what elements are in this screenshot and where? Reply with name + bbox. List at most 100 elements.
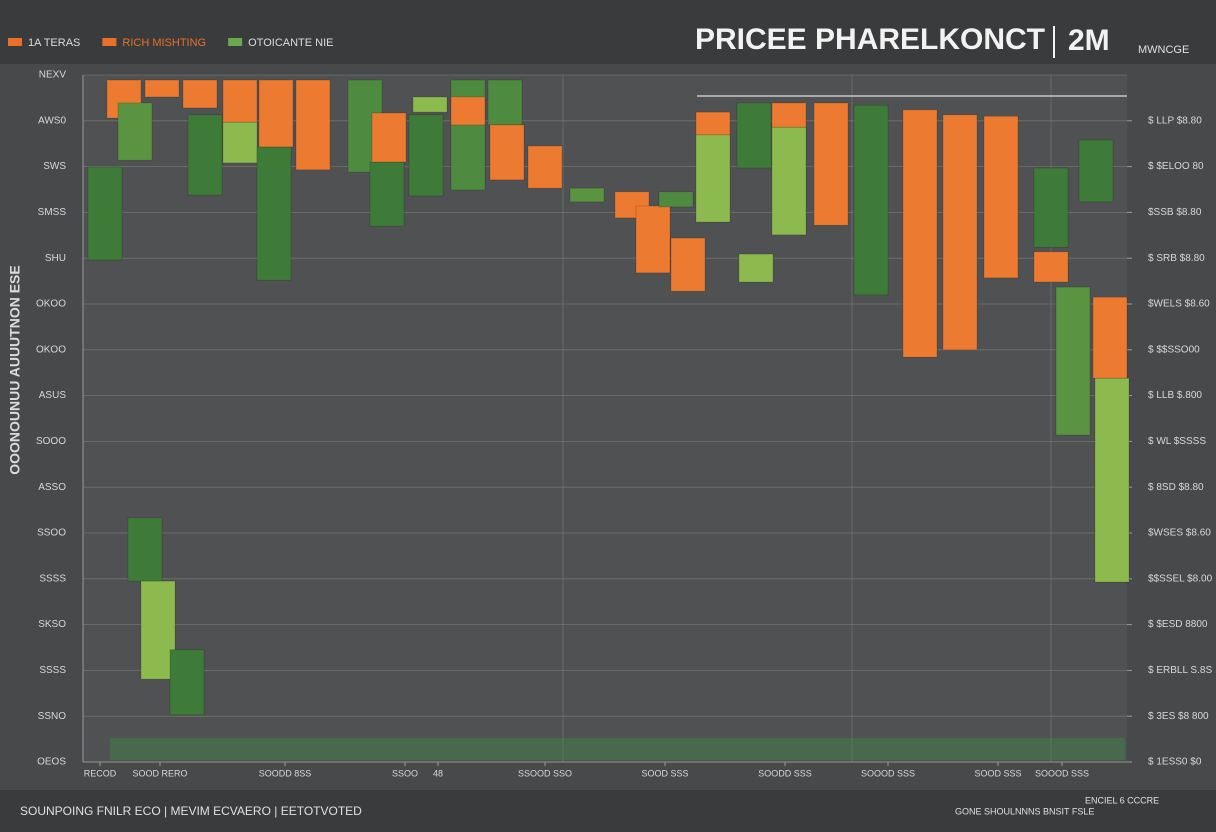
y2-tick-label: $ $ELOO 80	[1148, 161, 1204, 172]
footer-right-top: ENCIEL 6 CCCRE	[1085, 795, 1159, 805]
y2-tick-label: $SSB $8.80	[1148, 207, 1202, 218]
y2-tick-label: $WELS $8.60	[1148, 299, 1210, 310]
candle	[1033, 251, 1069, 283]
footer-right: GONE SHOULNNNS BNSIT FSLE	[955, 806, 1094, 816]
y2-tick-label: $ 8SD $8.80	[1148, 482, 1204, 493]
candle	[117, 102, 153, 161]
y2-tick-label: $ $$SSO00	[1148, 344, 1200, 355]
y-tick-label: SSSS	[39, 573, 66, 584]
candle	[1092, 296, 1128, 379]
y-tick-label: OEOS	[37, 757, 66, 768]
chart-subtitle: MWNCGE	[1138, 44, 1189, 56]
candle	[140, 580, 176, 680]
y-tick-label: SSSS	[39, 665, 66, 676]
candle	[1033, 167, 1069, 248]
x-tick-label: RECOD	[84, 768, 117, 778]
candle	[369, 161, 405, 227]
footer-bar	[0, 790, 1216, 832]
x-tick-label: SOOD RERO	[132, 768, 187, 778]
y-tick-label: SSOO	[37, 528, 66, 539]
candle	[371, 112, 407, 163]
candle	[182, 79, 218, 109]
candle	[256, 146, 292, 281]
candle	[942, 114, 978, 351]
candle	[738, 253, 774, 283]
y-tick-label: NEXV	[39, 70, 67, 81]
y-tick-label: AWS0	[38, 115, 66, 126]
candle	[450, 96, 486, 126]
candle	[813, 102, 849, 226]
candle	[187, 114, 223, 196]
candle	[144, 79, 180, 98]
y2-tick-label: $ $ESD 8800	[1148, 619, 1208, 630]
candle	[1055, 286, 1091, 436]
y2-tick-label: $ 3ES $8 800	[1148, 711, 1209, 722]
header-bar	[0, 0, 1216, 64]
candle	[902, 109, 938, 358]
candle	[695, 111, 731, 136]
y-axis-label: OOONOUNUU AUUUTNON ESE	[7, 265, 23, 475]
candle	[450, 79, 486, 191]
candle	[222, 121, 258, 164]
y2-tick-label: $WSES $8.60	[1148, 528, 1211, 539]
y2-tick-label: $$SSEL $8.00	[1148, 573, 1213, 584]
candle	[489, 124, 525, 181]
candle	[127, 517, 163, 582]
legend-swatch	[8, 38, 22, 46]
candle	[1094, 377, 1130, 583]
y2-tick-label: $ ERBLL S.8S	[1148, 665, 1212, 676]
candle	[295, 79, 331, 171]
y2-tick-label: $ SRB $8.80	[1148, 253, 1205, 264]
candle	[1078, 139, 1114, 203]
y2-tick-label: $ LLP $8.80	[1148, 115, 1202, 126]
candle	[853, 104, 889, 296]
y-tick-label: SKSO	[38, 619, 66, 630]
y-tick-label: SHU	[45, 253, 66, 264]
chart-title-suffix: 2M	[1068, 24, 1110, 57]
candle	[736, 102, 772, 169]
candle	[635, 205, 671, 274]
y-tick-label: OKOO	[36, 344, 66, 355]
x-tick-label: SSOO	[392, 768, 418, 778]
y-tick-label: OKOO	[36, 299, 66, 310]
y-tick-label: SWS	[43, 161, 66, 172]
x-tick-label: SOOOD SSS	[861, 768, 915, 778]
x-tick-label: SOODD SSS	[758, 768, 812, 778]
legend-label: OTOICANTE NIE	[248, 37, 333, 49]
legend-label: 1A TERAS	[28, 37, 80, 49]
candle	[670, 237, 706, 292]
candle	[983, 115, 1019, 279]
legend-swatch	[228, 38, 243, 46]
x-tick-label: SOOD SSS	[641, 768, 688, 778]
candle	[569, 187, 605, 203]
y-tick-label: SOOO	[36, 436, 66, 447]
y2-tick-label: $ WL $SSSS	[1148, 436, 1206, 447]
y2-tick-label: $ 1ESS0 $0	[1148, 757, 1202, 768]
x-tick-label: 48	[433, 768, 443, 778]
candle	[658, 191, 694, 208]
candle	[222, 79, 258, 123]
candle	[169, 649, 205, 716]
candle	[527, 145, 563, 189]
x-tick-label: SOODD 8SS	[259, 768, 312, 778]
x-tick-label: SOOOD SSS	[1035, 768, 1089, 778]
candle	[258, 79, 294, 148]
candle	[412, 96, 448, 113]
volume-band	[110, 738, 1125, 760]
x-tick-label: SOOD SSS	[974, 768, 1021, 778]
chart-title: PRICEE PHARELKONCT	[695, 23, 1045, 56]
footer-left: SOUNPOING FNILR ECO | MEVIM ECVAERO | EE…	[20, 804, 362, 818]
candle	[695, 134, 731, 223]
y2-tick-label: $ LLB $.800	[1148, 390, 1202, 401]
y-tick-label: SSNO	[38, 711, 67, 722]
candle	[408, 114, 444, 197]
candle	[487, 79, 523, 126]
candle	[771, 102, 807, 128]
y-tick-label: ASSO	[38, 482, 66, 493]
legend-label: RICH MISHTING	[122, 37, 206, 49]
candle	[87, 166, 123, 261]
legend-swatch	[102, 38, 117, 46]
candle	[771, 126, 807, 236]
